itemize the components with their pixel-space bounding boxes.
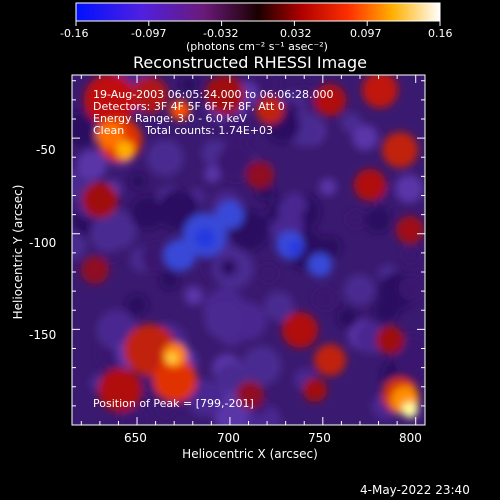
overlay-peak-position: Position of Peak = [799,-201] bbox=[93, 397, 254, 410]
image-intensity-blob bbox=[195, 228, 215, 248]
image-intensity-blob bbox=[220, 115, 251, 145]
image-intensity-blob bbox=[216, 201, 244, 229]
colorbar-tick-label: 0.16 bbox=[428, 27, 453, 40]
image-intensity-blob bbox=[81, 256, 109, 284]
y-tick-label: -100 bbox=[29, 236, 57, 250]
x-axis-label: Heliocentric X (arcsec) bbox=[182, 447, 318, 461]
image-intensity-blob bbox=[82, 182, 118, 218]
image-intensity-blob bbox=[382, 132, 418, 168]
image-intensity-blob bbox=[319, 178, 337, 196]
image-intensity-blob bbox=[346, 210, 365, 229]
image-intensity-blob bbox=[246, 161, 274, 189]
y-tick-label: -150 bbox=[29, 328, 57, 342]
image-intensity-blob bbox=[220, 259, 237, 276]
image-intensity-blob bbox=[204, 166, 221, 183]
image-intensity-blob bbox=[402, 246, 420, 264]
image-intensity-blob bbox=[96, 121, 124, 149]
image-intensity-blob bbox=[395, 174, 424, 203]
image-intensity-blob bbox=[319, 236, 342, 259]
image-intensity-blob bbox=[186, 379, 224, 417]
y-tick-label: -50 bbox=[36, 143, 56, 157]
colorbar-ticks bbox=[75, 21, 441, 26]
colorbar-gradient bbox=[75, 2, 441, 22]
image-intensity-blob bbox=[362, 75, 398, 108]
overlay-detectors: Detectors: 3F 4F 5F 6F 7F 8F, Att 0 bbox=[93, 100, 285, 113]
image-intensity-blob bbox=[256, 96, 284, 124]
image-intensity-blob bbox=[170, 100, 190, 120]
x-tick-label: 800 bbox=[399, 431, 422, 445]
image-intensity-blob bbox=[217, 144, 256, 182]
image-intensity-blob bbox=[159, 270, 180, 290]
image-map bbox=[72, 75, 425, 425]
image-intensity-blob bbox=[282, 312, 318, 348]
image-intensity-blob bbox=[340, 112, 362, 134]
image-intensity-blob bbox=[258, 263, 279, 284]
image-intensity-blob bbox=[132, 77, 168, 113]
image-intensity-blob bbox=[103, 312, 136, 345]
x-tick-label: 650 bbox=[124, 431, 147, 445]
image-intensity-blob bbox=[303, 378, 327, 402]
image-intensity-blob bbox=[373, 297, 400, 324]
overlay-time-range: 19-Aug-2003 06:05:24.000 to 06:06:28.000 bbox=[93, 88, 334, 101]
overlay-energy-range: Energy Range: 3.0 - 6.0 keV bbox=[93, 112, 247, 125]
image-intensity-blob bbox=[236, 381, 264, 409]
colorbar bbox=[75, 2, 441, 26]
image-intensity-blob bbox=[288, 241, 302, 255]
footer-timestamp: 4-May-2022 23:40 bbox=[360, 483, 470, 497]
image-intensity-blob bbox=[314, 84, 346, 116]
image-intensity-blob bbox=[204, 301, 243, 340]
image-intensity-blob bbox=[364, 206, 392, 234]
image-intensity-blob bbox=[125, 293, 149, 317]
image-intensity-blob bbox=[241, 345, 282, 386]
image-intensity-blob bbox=[129, 172, 147, 190]
x-tick-label: 700 bbox=[217, 431, 240, 445]
image-intensity-blob bbox=[179, 75, 198, 94]
x-tick-label: 750 bbox=[308, 431, 331, 445]
image-intensity-blob bbox=[255, 75, 281, 96]
image-intensity-blob bbox=[314, 344, 346, 376]
image-intensity-blob bbox=[336, 306, 359, 329]
image-intensity-blob bbox=[146, 139, 184, 177]
overlay-clean-counts: Clean Total counts: 1.74E+03 bbox=[93, 124, 274, 137]
image-intensity-blob bbox=[84, 75, 136, 126]
colorbar-units: (photons cm⁻² s⁻¹ asec⁻²) bbox=[186, 40, 328, 53]
colorbar-tick-label: -0.16 bbox=[60, 27, 89, 40]
colorbar-tick-label: -0.097 bbox=[131, 27, 167, 40]
image-intensity-blob bbox=[313, 286, 337, 311]
image-intensity-blob bbox=[77, 149, 107, 180]
plot-title: Reconstructed RHESSI Image bbox=[133, 53, 367, 72]
axis-ticks bbox=[72, 75, 425, 426]
image-intensity-blob bbox=[153, 358, 197, 402]
image-intensity-blob bbox=[376, 326, 404, 354]
y-axis-label: Heliocentric Y (arcsec) bbox=[11, 184, 25, 320]
image-intensity-blob bbox=[354, 169, 386, 201]
image-intensity-blob bbox=[264, 291, 294, 322]
image-intensity-blob bbox=[282, 192, 307, 217]
image-intensity-blob bbox=[166, 352, 178, 364]
image-intensity-blob bbox=[343, 274, 376, 306]
image-intensity-blob bbox=[98, 368, 142, 412]
image-intensity-blob bbox=[398, 275, 425, 301]
colorbar-tick-label: 0.097 bbox=[350, 27, 382, 40]
image-intensity-blob bbox=[130, 195, 166, 231]
image-intensity-blob bbox=[184, 286, 204, 305]
image-intensity-blob bbox=[352, 124, 378, 151]
image-intensity-blob bbox=[205, 75, 245, 115]
image-intensity-blob bbox=[216, 363, 245, 392]
colorbar-tick-label: 0.032 bbox=[280, 27, 312, 40]
image-intensity-blob bbox=[396, 216, 424, 244]
colorbar-tick-label: -0.032 bbox=[203, 27, 239, 40]
image-intensity-blob bbox=[164, 239, 196, 271]
image-intensity-blob bbox=[402, 402, 418, 418]
image-intensity-blob bbox=[308, 253, 332, 277]
image-intensity-blob bbox=[116, 141, 134, 159]
image-intensity-blob bbox=[89, 215, 128, 253]
